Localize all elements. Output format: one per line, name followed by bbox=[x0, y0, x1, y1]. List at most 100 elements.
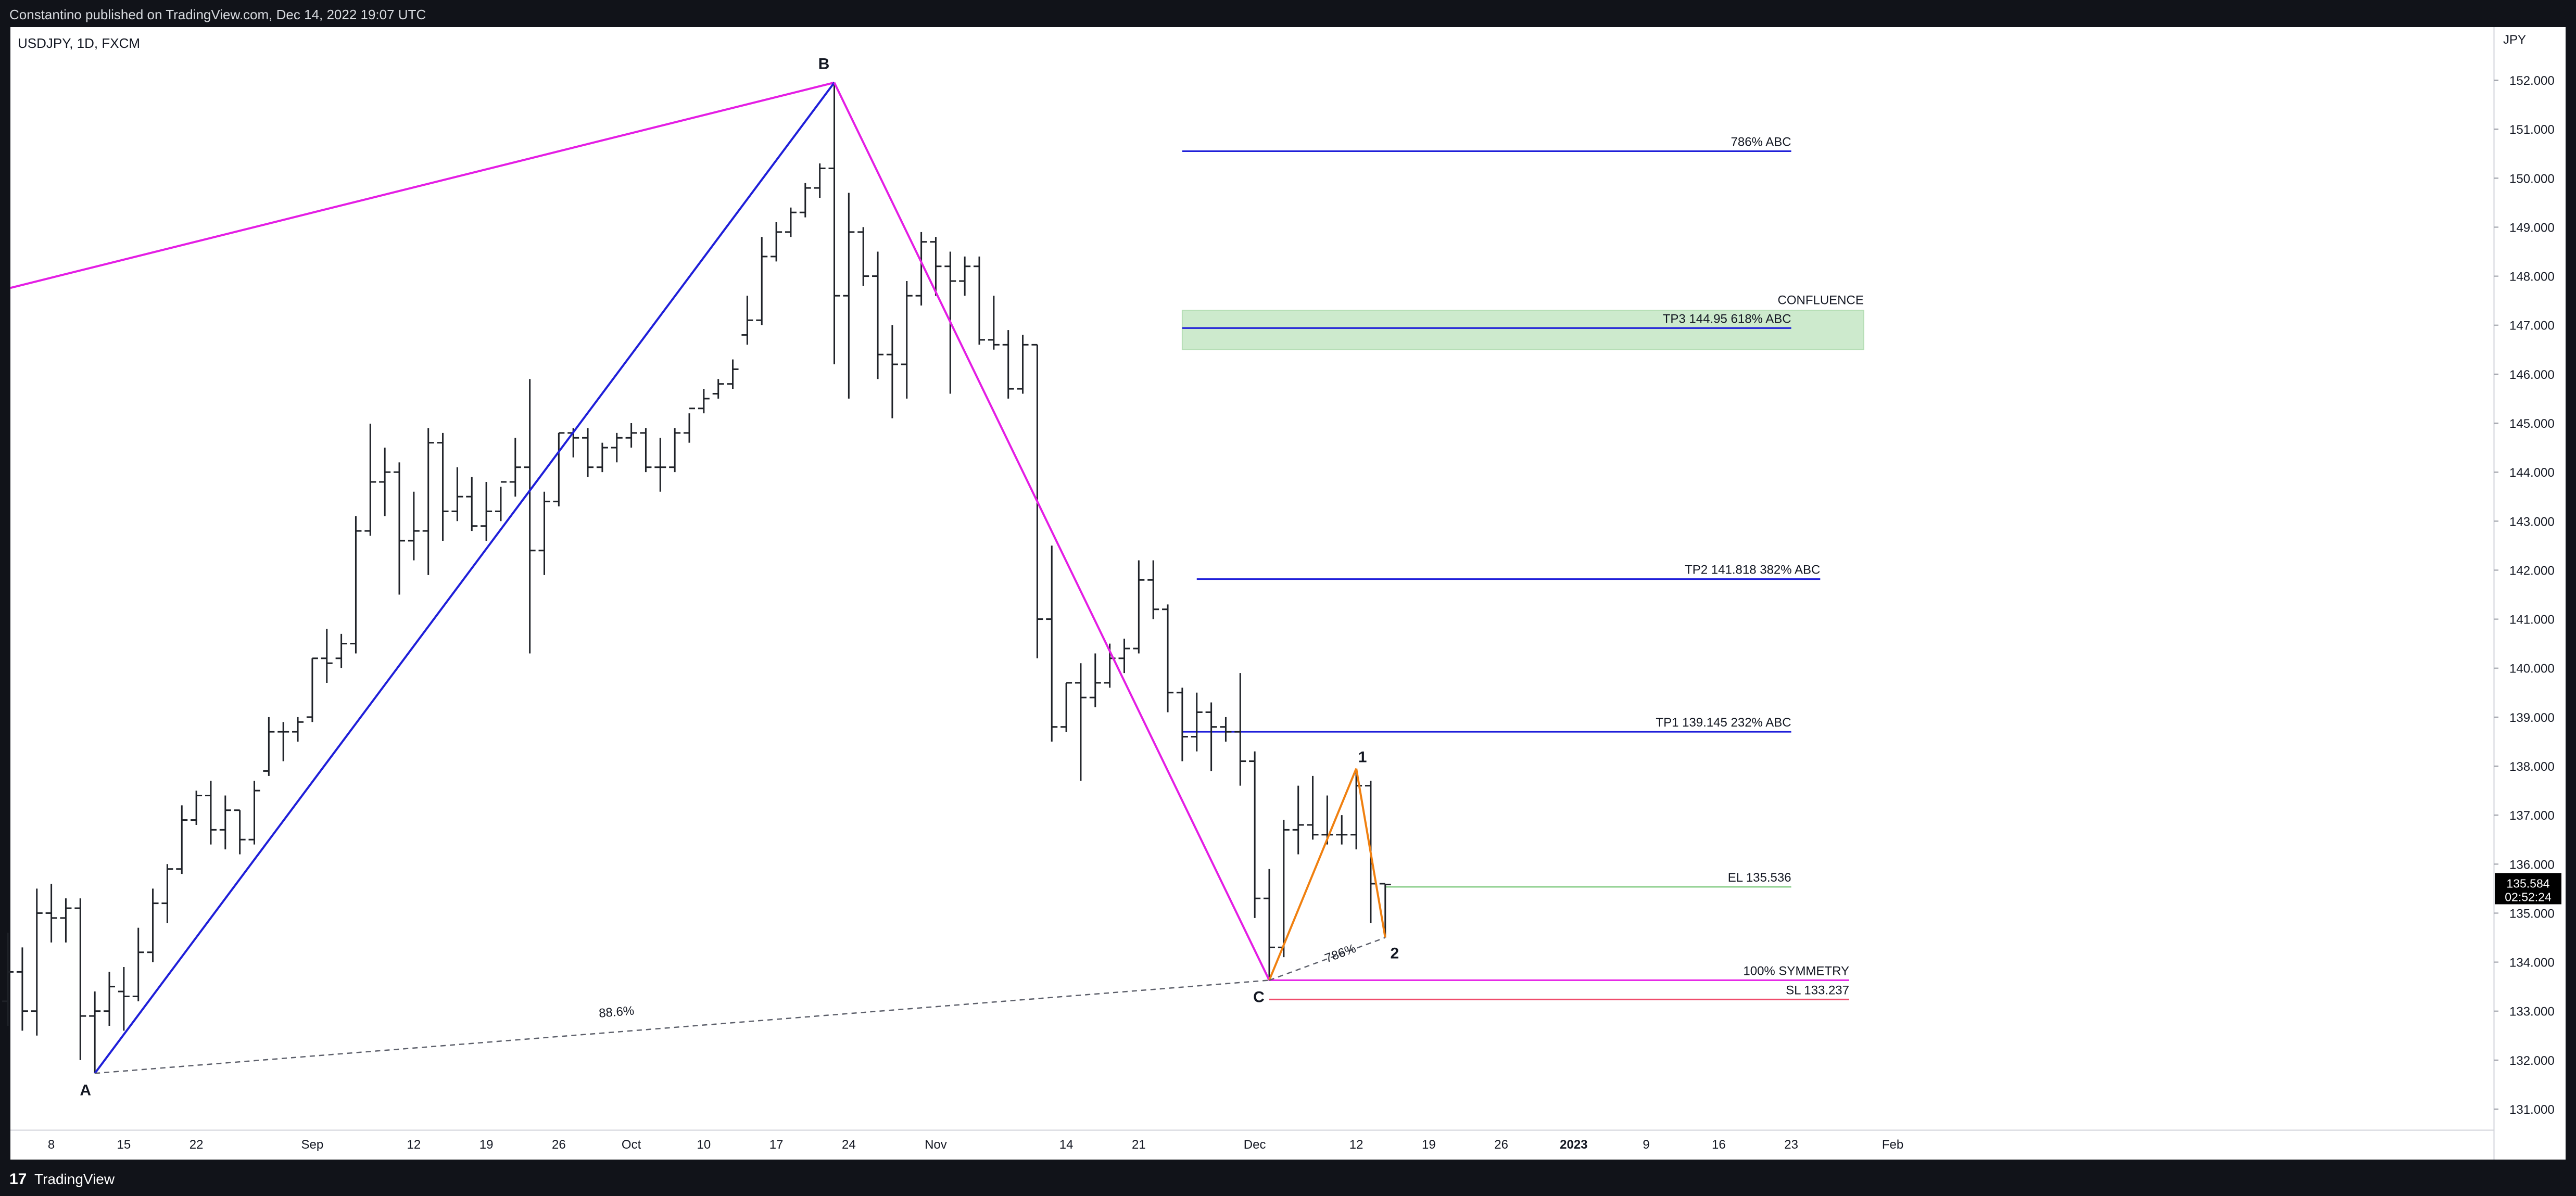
time-tick-label: 19 bbox=[1422, 1138, 1436, 1152]
ohlc-bar bbox=[74, 898, 86, 1060]
pivot-label-B: B bbox=[818, 56, 830, 73]
level-label: TP1 139.145 232% ABC bbox=[1656, 716, 1791, 730]
ohlc-bar bbox=[408, 491, 420, 561]
pivot-label-1: 1 bbox=[1358, 749, 1367, 766]
ohlc-bar bbox=[727, 359, 739, 389]
ohlc-bar bbox=[147, 888, 159, 962]
time-tick-label: Dec bbox=[1244, 1138, 1266, 1152]
ohlc-bar bbox=[306, 657, 318, 722]
confluence-label: CONFLUENCE bbox=[1777, 293, 1863, 307]
ohlc-bar bbox=[132, 927, 144, 1001]
ohlc-bar bbox=[684, 408, 695, 443]
ohlc-bar bbox=[495, 481, 507, 521]
ohlc-bar bbox=[1176, 688, 1188, 761]
ohlc-bar bbox=[654, 438, 666, 492]
ohlc-bar bbox=[1379, 883, 1391, 938]
left-frame-border bbox=[0, 27, 10, 1160]
price-tick-label: 140.000 bbox=[2509, 662, 2555, 676]
ohlc-bar bbox=[1162, 604, 1174, 712]
ohlc-bar bbox=[335, 633, 347, 668]
price-tick-label: 139.000 bbox=[2509, 711, 2555, 725]
pattern-line-magenta bbox=[10, 81, 835, 289]
ohlc-bar bbox=[248, 781, 260, 845]
ohlc-bar bbox=[321, 629, 333, 683]
ohlc-bar bbox=[89, 991, 101, 1074]
ohlc-bar bbox=[1046, 545, 1058, 742]
ohlc-bar bbox=[974, 256, 985, 345]
time-tick-label: 23 bbox=[1784, 1138, 1798, 1152]
confluence-zone bbox=[1181, 310, 1864, 350]
price-tick-label: 138.000 bbox=[2509, 760, 2555, 774]
price-tick-label: 136.000 bbox=[2509, 858, 2555, 872]
price-tick-label: 148.000 bbox=[2509, 270, 2555, 284]
ohlc-bar bbox=[741, 296, 753, 345]
ohlc-bar bbox=[915, 232, 927, 306]
last-price-box bbox=[2495, 873, 2561, 905]
ohlc-bar bbox=[901, 281, 913, 399]
ohlc-bar bbox=[1147, 560, 1159, 619]
ohlc-bar bbox=[509, 438, 521, 497]
price-tick-label: 137.000 bbox=[2509, 809, 2555, 823]
level-label: TP2 141.818 382% ABC bbox=[1685, 563, 1820, 577]
symbol-legend[interactable]: USDJPY, 1D, FXCM bbox=[18, 35, 140, 51]
ohlc-bar bbox=[988, 296, 1000, 350]
ohlc-bar bbox=[1133, 560, 1145, 654]
price-tick-label: 132.000 bbox=[2509, 1054, 2555, 1068]
last-price-tag: 135.584 02:52:24 bbox=[2495, 873, 2561, 905]
ohlc-bar bbox=[31, 888, 43, 1036]
time-tick-label: Nov bbox=[925, 1138, 947, 1152]
ohlc-bar bbox=[394, 462, 405, 595]
time-axis[interactable] bbox=[10, 1130, 2494, 1160]
price-tick-label: 146.000 bbox=[2509, 368, 2555, 382]
price-tick-label: 144.000 bbox=[2509, 466, 2555, 480]
ohlc-bar bbox=[1205, 702, 1217, 771]
ohlc-bar bbox=[625, 423, 637, 448]
ohlc-bar bbox=[16, 947, 28, 1031]
levels-layer: 786% ABC TP3 144.95 618% ABC TP2 141.818 3… bbox=[1182, 135, 1849, 1000]
price-axis[interactable] bbox=[2494, 27, 2566, 1160]
ohlc-bar bbox=[118, 966, 130, 1031]
ohlc-bar bbox=[176, 805, 188, 874]
ohlc-bar bbox=[191, 791, 203, 825]
time-tick-label: 19 bbox=[479, 1138, 494, 1152]
ohlc-bar bbox=[886, 325, 898, 418]
ohlc-bar bbox=[161, 864, 173, 923]
ohlc-bar bbox=[640, 428, 652, 473]
ohlc-bar bbox=[785, 207, 797, 237]
time-tick-label: 12 bbox=[1349, 1138, 1363, 1152]
price-tick-label: 152.000 bbox=[2509, 74, 2555, 88]
price-tick-label: 143.000 bbox=[2509, 515, 2555, 529]
ohlc-bar bbox=[1075, 663, 1087, 781]
ohlc-bar bbox=[1234, 673, 1246, 786]
ohlc-bar bbox=[814, 163, 826, 198]
ohlc-bar bbox=[60, 898, 72, 943]
ohlc-bar bbox=[292, 717, 304, 742]
currency-label: JPY bbox=[2503, 33, 2526, 47]
price-tick-label: 150.000 bbox=[2509, 172, 2555, 186]
time-tick-label: 26 bbox=[1494, 1138, 1508, 1152]
time-tick-label: 2023 bbox=[1560, 1138, 1587, 1152]
time-tick-label: 9 bbox=[1643, 1138, 1649, 1152]
ohlc-bar bbox=[1264, 869, 1275, 981]
ohlc-bar bbox=[1118, 639, 1130, 673]
price-bars bbox=[2, 82, 1391, 1074]
header-bar bbox=[0, 0, 2576, 27]
ohlc-bar bbox=[1089, 653, 1101, 708]
ohlc-bar bbox=[1002, 330, 1014, 399]
pivot-label-A: A bbox=[80, 1082, 91, 1099]
ohlc-bar bbox=[553, 432, 565, 507]
time-tick-label: Feb bbox=[1882, 1138, 1903, 1152]
ohlc-bar bbox=[466, 477, 478, 531]
ohlc-bar bbox=[263, 717, 275, 776]
ohlc-bar bbox=[611, 432, 623, 463]
ohlc-bar bbox=[45, 883, 57, 943]
pivot-label-C: C bbox=[1253, 988, 1265, 1006]
ohlc-bar bbox=[930, 237, 942, 296]
ohlc-bar bbox=[538, 491, 550, 575]
ohlc-bar bbox=[582, 428, 594, 477]
tradingview-brand[interactable]: TradingView bbox=[34, 1171, 115, 1187]
pivot-label-2: 2 bbox=[1390, 945, 1399, 962]
zones-layer: CONFLUENCE bbox=[1181, 293, 1864, 350]
price-tick-label: 149.000 bbox=[2509, 221, 2555, 235]
ohlc-bar bbox=[219, 795, 231, 850]
